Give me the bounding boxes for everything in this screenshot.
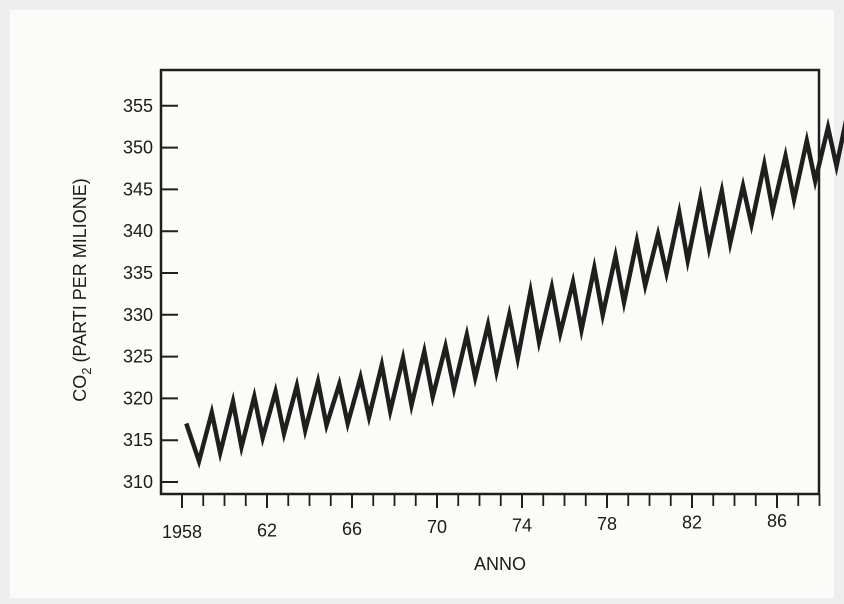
- y-tick-label: 350: [123, 138, 153, 158]
- x-tick-label: 82: [682, 512, 702, 532]
- x-tick-label: 66: [342, 519, 362, 539]
- y-tick-label: 330: [123, 305, 153, 325]
- series-layer: [184, 117, 844, 469]
- y-axis: 310 315 320 325 330 335 340 345 350 355: [123, 96, 178, 492]
- y-tick-label: 315: [123, 430, 153, 450]
- x-tick-label: 62: [257, 520, 277, 540]
- chart-page: 310 315 320 325 330 335 340 345 350 355 1958 62 66 7…: [10, 10, 844, 598]
- y-tick-label: 355: [123, 96, 153, 116]
- y-tick-label: 320: [123, 388, 153, 408]
- x-tick-label: 70: [427, 517, 447, 537]
- y-axis-title: CO2 (PARTI PER MILIONE): [70, 178, 94, 402]
- y-axis-title-subscript: 2: [79, 368, 94, 375]
- plot-frame: [159, 68, 821, 496]
- y-tick-label: 325: [123, 347, 153, 367]
- x-tick-label: 1958: [162, 522, 202, 542]
- x-tick-label: 86: [767, 511, 787, 531]
- y-tick-label: 340: [123, 221, 153, 241]
- y-tick-label: 335: [123, 263, 153, 283]
- y-tick-label: 345: [123, 179, 153, 199]
- x-tick-label: 78: [597, 514, 617, 534]
- co2-series-line: [184, 117, 844, 469]
- y-tick-label: 310: [123, 472, 153, 492]
- x-tick-label: 74: [512, 516, 532, 536]
- x-axis: 1958 62 66 70 74 78 82 86: [162, 494, 821, 542]
- y-axis-title-rest: (PARTI PER MILIONE): [70, 178, 90, 367]
- y-axis-title-main: CO: [70, 375, 90, 402]
- x-axis-title: ANNO: [474, 554, 526, 574]
